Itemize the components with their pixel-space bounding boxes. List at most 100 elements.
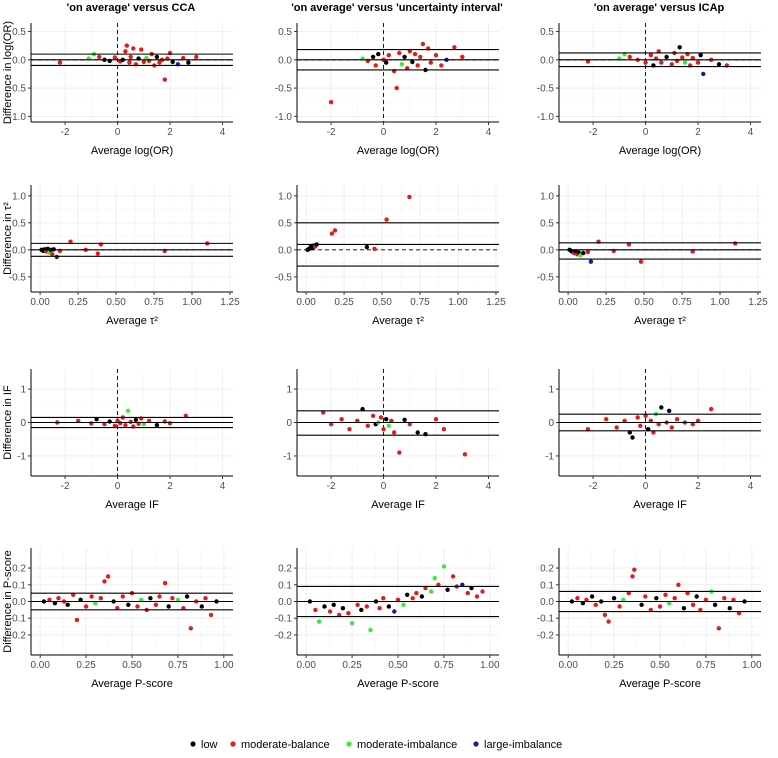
y-tick-label: 1 [20,385,26,396]
data-point-large-imbalance [460,582,465,587]
x-tick-label: 4 [486,481,492,492]
column-titles: 'on average' versus CCA 'on average' ver… [67,2,725,14]
x-tick-label: 0 [115,481,121,492]
data-point-moderate-balance [433,53,439,58]
data-point-low [677,45,682,50]
y-tick-label: -0.5 [9,84,27,95]
x-tick-label: 0.75 [672,297,692,308]
x-tick-label: 0 [643,127,649,138]
y-tick-label: -1 [283,451,292,462]
x-tick-label: 0 [115,127,121,138]
panel-1-2: -2 0 2 4 -1.0 -0.5 0.0 0.5 Average log(OR) [275,23,499,157]
data-point-moderate-balance [194,54,199,60]
data-point-moderate-balance [146,418,152,423]
data-point-moderate-balance [627,54,632,60]
data-point-moderate-balance [102,579,107,584]
data-point-moderate-balance [622,418,627,423]
data-point-moderate-balance [68,239,73,244]
data-point-moderate-balance [50,252,55,257]
y-axis-title: Difference in log(OR) [2,21,14,124]
data-point-moderate-balance [74,617,80,623]
data-point-moderate-balance [676,582,681,587]
data-point-moderate-imbalance [428,589,434,594]
y-tick-label: 0.1 [12,580,26,591]
data-point-moderate-balance [115,606,120,611]
panel-1-3: -2 0 2 4 -1.0 -0.5 0.0 0.5 Average log(OR) [537,23,761,157]
y-tick-label: 0.0 [278,597,292,608]
data-point-moderate-balance [648,53,653,58]
x-axis-title: Average log(OR) [357,145,439,157]
y-tick-label: 1.0 [278,191,292,202]
data-point-moderate-balance [355,418,360,423]
data-point-moderate-balance [731,597,736,602]
data-point-moderate-balance [389,418,394,423]
data-point-moderate-balance [690,602,696,607]
data-point-moderate-balance [441,427,447,432]
y-tick-label: 0.1 [540,580,554,591]
y-tick-label: 0.5 [12,27,26,38]
y-axis-title: Difference in IF [2,385,14,460]
x-axis-title: Average τ² [634,315,686,327]
x-tick-label: 0.75 [144,297,164,308]
legend-item-low: low [190,739,218,751]
data-point-low [170,59,175,65]
data-point-moderate-balance [57,60,63,65]
data-point-moderate-balance [397,450,402,455]
data-point-moderate-balance [381,427,386,432]
data-point-moderate-balance [347,427,352,432]
data-point-moderate-balance [56,596,61,601]
data-point-low [126,602,131,607]
x-tick-label: -2 [327,481,336,492]
data-point-moderate-imbalance [441,564,447,569]
data-point-low [340,606,346,611]
data-point-moderate-balance [188,626,193,631]
y-tick-label: -0.1 [9,614,27,625]
x-tick-label: 1.00 [710,297,730,308]
data-point-moderate-imbalance [141,422,146,427]
data-point-moderate-balance [733,241,738,246]
data-point-moderate-balance [391,430,397,435]
data-point-moderate-balance [378,415,384,420]
legend-key-low [190,741,196,747]
data-point-low [646,427,651,432]
x-axis-title: Average P-score [619,678,701,690]
x-tick-label: 1.00 [214,660,234,671]
data-point-moderate-balance [405,66,410,71]
data-point-moderate-imbalance [175,597,181,602]
data-point-low [694,594,699,599]
data-point-low [580,601,586,606]
data-point-low [659,405,664,410]
data-point-low [186,60,191,65]
y-tick-label: -0.5 [537,272,555,283]
data-point-moderate-balance [71,592,76,597]
data-point-moderate-balance [606,619,611,624]
data-point-moderate-imbalance [144,55,149,61]
y-tick-label: -0.5 [9,272,27,283]
data-point-low [364,244,370,250]
data-point-moderate-balance [123,423,128,428]
data-point-moderate-imbalance [401,602,406,607]
data-point-moderate-balance [332,228,338,233]
data-point-moderate-balance [76,418,81,423]
x-tick-label: 1.25 [748,297,768,308]
data-point-moderate-balance [118,421,123,426]
column-title-3: 'on average' versus ICAp [594,2,725,14]
panel-4-1: 0.00 0.25 0.50 0.75 1.00 -0.2 -0.1 0.0 0.1 0.2 Ave… [2,548,234,690]
panel-2-1: 0.00 0.25 0.50 0.75 1.00 1.25 -0.5 0.0 0.5 1.0 Ave… [2,185,240,327]
x-tick-label: 4 [220,127,226,138]
x-tick-label: 0.00 [30,660,50,671]
data-point-moderate-imbalance [386,423,391,428]
data-point-low [639,602,644,607]
data-point-moderate-balance [124,43,129,48]
legend-label-large-imbalance: large-imbalance [484,739,562,751]
data-point-low [402,54,407,60]
y-tick-label: 0 [20,418,26,429]
data-point-moderate-balance [593,602,598,607]
x-tick-label: 2 [167,127,173,138]
y-tick-label: 1 [548,385,554,396]
data-point-moderate-balance [690,55,695,61]
data-point-moderate-balance [632,567,637,572]
x-tick-label: 0.50 [634,297,654,308]
y-tick-label: 0.0 [12,245,26,256]
